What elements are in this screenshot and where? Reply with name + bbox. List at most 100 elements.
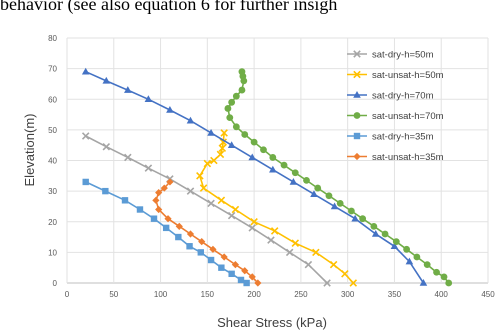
data-point [216, 150, 225, 159]
data-point [124, 86, 132, 93]
data-point [124, 153, 132, 162]
data-point [164, 215, 172, 223]
y-tick-label: 40 [48, 157, 57, 166]
data-point [370, 222, 378, 230]
data-point [304, 260, 313, 269]
tick-labels: 0 10 20 30 40 50 60 70 80 0 50 100 150 200 250 300 350 40… [48, 34, 495, 299]
data-point [381, 230, 389, 238]
data-point [254, 279, 262, 287]
data-point [144, 164, 153, 172]
data-point [248, 153, 257, 161]
data-point [349, 279, 358, 287]
series-sat-unsat-h=50m [196, 129, 358, 287]
x-tick-label: 200 [247, 290, 261, 299]
data-point [423, 261, 431, 269]
legend-label: sat-dry-h=50m [372, 50, 434, 61]
data-point [227, 211, 236, 220]
series-line [227, 71, 450, 284]
legend-marker [353, 132, 361, 140]
data-point [289, 177, 298, 185]
data-point [162, 224, 170, 232]
data-point [81, 67, 90, 75]
data-point [207, 128, 215, 136]
data-point [136, 206, 144, 213]
x-tick-label: 150 [201, 290, 215, 299]
data-point [197, 249, 204, 256]
y-tick-label: 80 [48, 34, 57, 43]
data-point [323, 279, 331, 287]
data-point [228, 98, 236, 106]
data-point [102, 142, 111, 151]
legend-label: sat-unsat-h=70m [372, 111, 444, 122]
legend-label: sat-unsat-h=35m [372, 152, 444, 163]
data-point [310, 190, 318, 197]
data-point [433, 268, 440, 276]
data-point [241, 131, 249, 138]
series-sat-dry-h=70m [81, 67, 428, 286]
data-point [413, 253, 421, 261]
data-point [186, 187, 195, 195]
data-point [186, 230, 195, 238]
legend-entry: sat-unsat-h=35m [347, 152, 444, 163]
data-point [203, 159, 212, 168]
data-point [186, 243, 193, 250]
data-point [207, 256, 215, 264]
data-point [102, 76, 111, 84]
series-sat-dry-h=35m [82, 178, 250, 287]
data-point [341, 270, 349, 278]
data-point [218, 264, 225, 271]
series-line [85, 135, 328, 284]
legend-label: sat-dry-h=35m [372, 132, 434, 143]
data-point [269, 165, 277, 173]
x-tick-label: 250 [294, 290, 308, 299]
data-point [291, 169, 299, 177]
data-point [207, 199, 215, 208]
data-point [199, 184, 208, 192]
series-sat-unsat-h=70m [224, 68, 453, 287]
series-line [198, 132, 354, 284]
x-axis-label: Shear Stress (kPa) [217, 315, 327, 330]
data-point [248, 273, 256, 281]
data-point [102, 187, 109, 195]
data-point [228, 270, 235, 278]
data-point [419, 279, 428, 286]
legend: sat-dry-h=50m sat-unsat-h=50m sat-dry-h=70… [347, 50, 444, 163]
data-point [285, 248, 294, 257]
series-sat-unsat-h=35m [152, 178, 262, 287]
y-tick-label: 20 [48, 218, 57, 227]
data-point [186, 116, 195, 124]
data-point [240, 77, 248, 85]
data-point [226, 114, 234, 122]
legend-entry: sat-unsat-h=70m [347, 111, 444, 122]
data-point [166, 105, 174, 113]
data-point [241, 267, 249, 275]
data-point [330, 202, 339, 210]
data-point [390, 242, 399, 250]
data-point [224, 105, 232, 112]
data-point [196, 172, 204, 180]
data-point [155, 189, 163, 197]
y-tick-label: 0 [53, 279, 58, 288]
y-tick-label: 10 [48, 248, 57, 257]
legend-marker [353, 112, 361, 119]
data-point [82, 178, 89, 186]
data-point [237, 276, 245, 284]
x-tick-label: 0 [65, 290, 70, 299]
data-point [329, 260, 338, 269]
data-point [220, 253, 228, 261]
legend-entry: sat-dry-h=35m [347, 132, 434, 143]
data-point [243, 279, 250, 287]
data-point [440, 273, 448, 281]
legend-marker [353, 152, 361, 161]
x-tick-label: 450 [481, 290, 495, 299]
data-point [270, 227, 279, 235]
legend-label: sat-unsat-h=50m [372, 70, 444, 81]
data-point [227, 141, 236, 148]
data-point [359, 215, 367, 223]
data-point [218, 144, 227, 153]
data-point [231, 205, 240, 214]
y-axis-label: Elevation(m) [22, 114, 37, 187]
data-point [121, 197, 129, 204]
y-tick-label: 30 [48, 187, 57, 196]
legend-entry: sat-dry-h=50m [347, 50, 434, 61]
